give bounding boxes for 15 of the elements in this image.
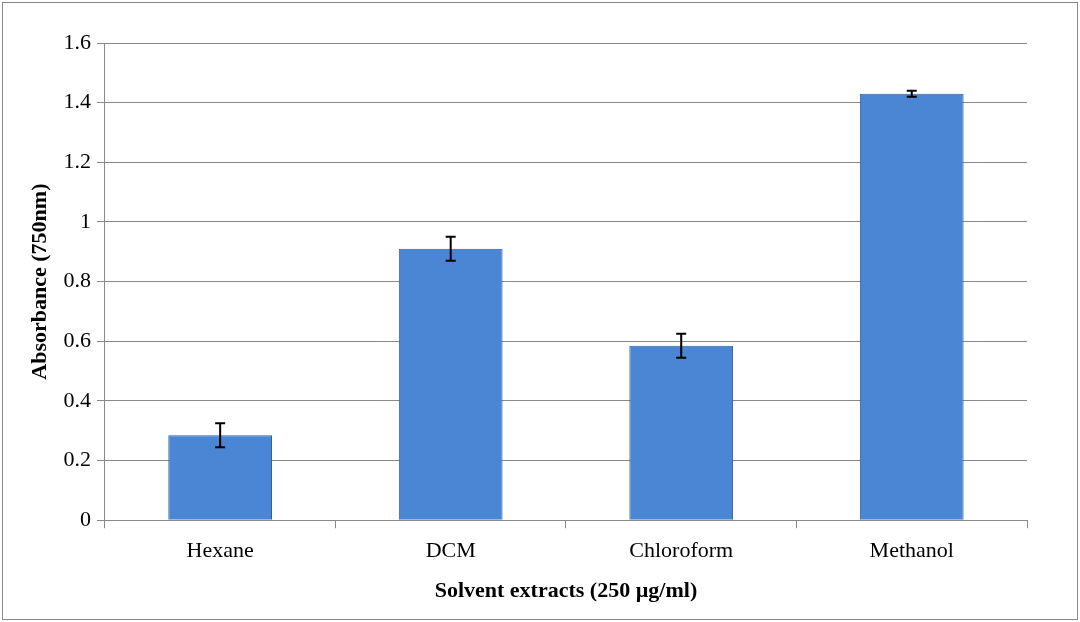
y-tick-label: 0.4 xyxy=(63,386,91,412)
x-tick-label: Methanol xyxy=(869,537,954,563)
x-tick-label: Chloroform xyxy=(629,537,734,563)
y-tick-label: 0 xyxy=(79,505,91,531)
x-tick-label: Hexane xyxy=(186,537,254,563)
x-tick-label: DCM xyxy=(425,537,476,563)
y-tick-label: 0.8 xyxy=(63,267,91,293)
y-axis-title: Absorbance (750nm) xyxy=(25,183,51,380)
y-tick-label: 1.4 xyxy=(63,88,91,114)
y-tick-label: 1 xyxy=(79,207,91,233)
y-tick-label: 0.6 xyxy=(63,327,91,353)
y-tick-label: 1.6 xyxy=(63,28,91,54)
y-tick-label: 1.2 xyxy=(63,148,91,174)
x-axis-title: Solvent extracts (250 µg/ml) xyxy=(434,577,698,603)
y-tick-label: 0.2 xyxy=(63,446,91,472)
